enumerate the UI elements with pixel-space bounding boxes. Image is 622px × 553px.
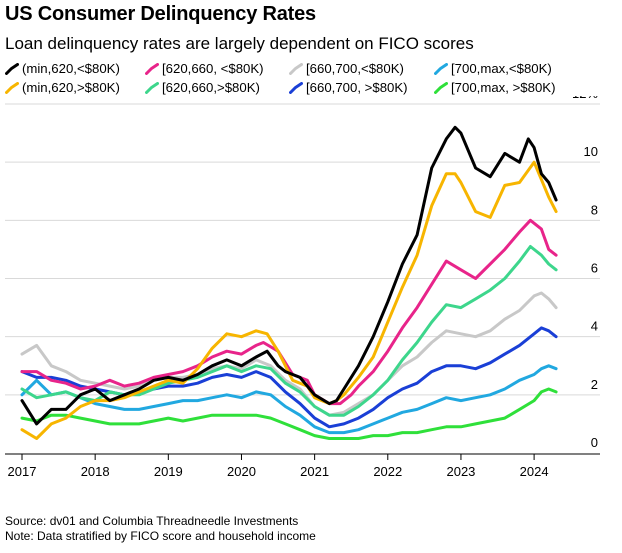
legend-label: (min,620,>$80K) [22,80,120,95]
legend-item: (min,620,>$80K) [5,78,145,97]
legend-row-1: (min,620,<$80K) [620,660, <$80K) [660,70… [5,59,620,78]
legend-swatch [434,62,448,75]
legend-item: [700,max,<$80K) [434,59,594,78]
series-line [20,245,558,417]
legend-swatch [434,81,448,94]
x-tick-label: 2022 [373,464,402,479]
legend-swatch [5,81,19,94]
legend-label: [620,660, <$80K) [162,61,264,76]
x-tick-label: 2020 [227,464,256,479]
series-layer [20,125,558,440]
source-note: Source: dv01 and Columbia Threadneedle I… [5,514,299,528]
chart-title: US Consumer Delinquency Rates [5,3,316,25]
y-tick-label: 12% [572,96,598,101]
chart-footer: Source: dv01 and Columbia Threadneedle I… [5,514,316,543]
legend-label: [660,700, >$80K) [306,80,408,95]
x-tick-label: 2019 [154,464,183,479]
series-line [20,326,558,429]
y-tick-label: 10 [584,144,598,159]
legend-swatch-stroke [145,62,159,75]
chart-subtitle: Loan delinquency rates are largely depen… [5,34,474,53]
y-tick-label: 8 [591,202,598,217]
y-tick-label: 6 [591,261,598,276]
y-tick-label: 4 [591,319,598,334]
legend-swatch [145,81,159,94]
legend-swatch-stroke [434,62,448,75]
x-tick-label: 2023 [446,464,475,479]
legend-item: [700,max, >$80K) [434,78,594,97]
legend-item: [660,700,<$80K) [289,59,434,78]
legend-label: [660,700,<$80K) [306,61,404,76]
line-chart: 0 2 4 6 8 10 12% 2017 2018 2019 2020 2021 2022 2023 20… [5,96,600,479]
series-line [20,218,558,406]
legend-swatch-stroke [5,81,19,94]
x-tick-label: 2018 [81,464,110,479]
legend-item: [660,700, >$80K) [289,78,434,97]
legend-swatch [289,62,303,75]
series-line [20,364,558,435]
x-tick-label: 2021 [300,464,329,479]
chart-legend: (min,620,<$80K) [620,660, <$80K) [660,70… [5,59,620,97]
legend-item: [620,660,>$80K) [145,78,289,97]
legend-swatch [289,81,303,94]
series-line [20,387,558,440]
legend-swatch-stroke [145,81,159,94]
legend-label: [700,max, >$80K) [451,80,556,95]
series-line [20,125,558,426]
legend-label: [700,max,<$80K) [451,61,552,76]
legend-swatch [145,62,159,75]
legend-swatch-stroke [289,62,303,75]
grid-layer [5,103,600,396]
legend-swatch-stroke [434,81,448,94]
legend-swatch [5,62,19,75]
legend-swatch-stroke [5,62,19,75]
legend-label: (min,620,<$80K) [22,61,120,76]
legend-item: [620,660, <$80K) [145,59,289,78]
legend-label: [620,660,>$80K) [162,80,260,95]
legend-item: (min,620,<$80K) [5,59,145,78]
legend-swatch-stroke [289,81,303,94]
y-tick-label: 2 [591,377,598,392]
x-tick-label: 2024 [520,464,549,479]
data-note: Note: Data stratified by FICO score and … [5,528,316,543]
x-tick-label: 2017 [8,464,37,479]
axis-layer [5,453,600,460]
y-tick-label: 0 [591,435,598,450]
legend-row-2: (min,620,>$80K) [620,660,>$80K) [660,700… [5,78,620,97]
tick-layer: 0 2 4 6 8 10 12% 2017 2018 2019 2020 2021 2022 2023 20… [8,96,599,479]
series-line [20,291,558,417]
